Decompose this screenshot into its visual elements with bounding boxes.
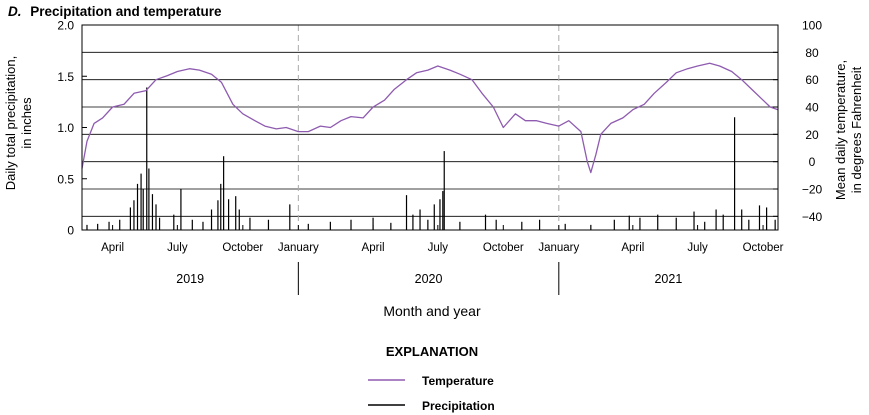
plot-frame	[81, 24, 779, 231]
left-axis-label-line2: in inches	[19, 97, 34, 149]
right-tick-label: 20	[805, 128, 819, 142]
month-tick-label: October	[483, 242, 524, 254]
month-tick-label: April	[362, 242, 385, 254]
right-axis-label-line2: in degrees Fahrenheit	[849, 66, 864, 193]
right-tick-label: 40	[805, 101, 819, 115]
left-tick-label: 1.5	[57, 70, 74, 84]
right-tick-label: −40	[802, 210, 823, 224]
right-tick-label: 80	[805, 46, 819, 60]
year-label: 2019	[176, 272, 204, 286]
month-tick-label: April	[101, 242, 124, 254]
chart-title-text: Precipitation and temperature	[30, 4, 222, 19]
month-tick-label: July	[687, 242, 708, 254]
right-tick-label: −20	[802, 183, 823, 197]
chart-title: D. Precipitation and temperature	[8, 4, 222, 19]
right-axis-ticks: −40 −20 0 20 40 60 80 100	[773, 19, 823, 224]
right-tick-label: 60	[805, 73, 819, 87]
left-axis-ticks: 0 0.5 1.0 1.5 2.0	[57, 19, 87, 238]
legend-temperature-label: Temperature	[422, 374, 494, 388]
left-tick-label: 1.0	[57, 121, 74, 135]
right-tick-label: 100	[802, 19, 822, 33]
left-tick-label: 0.5	[57, 172, 74, 186]
legend: EXPLANATION Temperature Precipitation	[368, 344, 495, 413]
year-label: 2021	[654, 272, 682, 286]
temperature-series	[81, 62, 779, 174]
legend-precipitation-label: Precipitation	[422, 399, 495, 413]
grid-lines	[82, 51, 778, 217]
year-label: 2020	[415, 272, 443, 286]
month-tick-label: January	[278, 242, 319, 254]
left-tick-label: 2.0	[57, 19, 74, 33]
left-axis-label: Daily total precipitation, in inches	[3, 56, 34, 190]
month-tick-label: October	[743, 242, 784, 254]
x-axis-label: Month and year	[383, 303, 481, 319]
year-labels: 2019 2020 2021	[176, 272, 682, 286]
legend-title: EXPLANATION	[386, 344, 478, 359]
month-tick-label: July	[167, 242, 188, 254]
right-axis-label: Mean daily temperature, in degrees Fahre…	[833, 60, 864, 200]
left-axis-label-line1: Daily total precipitation,	[3, 56, 18, 190]
temperature-line	[81, 62, 779, 174]
left-tick-label: 0	[67, 224, 74, 238]
year-dividers	[297, 25, 560, 295]
month-tick-label: October	[222, 242, 263, 254]
chart-title-letter: D.	[8, 4, 22, 19]
month-tick-label: April	[621, 242, 644, 254]
right-axis-label-line1: Mean daily temperature,	[833, 60, 848, 200]
month-tick-label: January	[538, 242, 579, 254]
month-tick-label: July	[428, 242, 449, 254]
right-tick-label: 0	[809, 155, 816, 169]
precipitation-bars	[86, 87, 776, 230]
month-ticks: April July October January April July October J…	[101, 225, 784, 254]
